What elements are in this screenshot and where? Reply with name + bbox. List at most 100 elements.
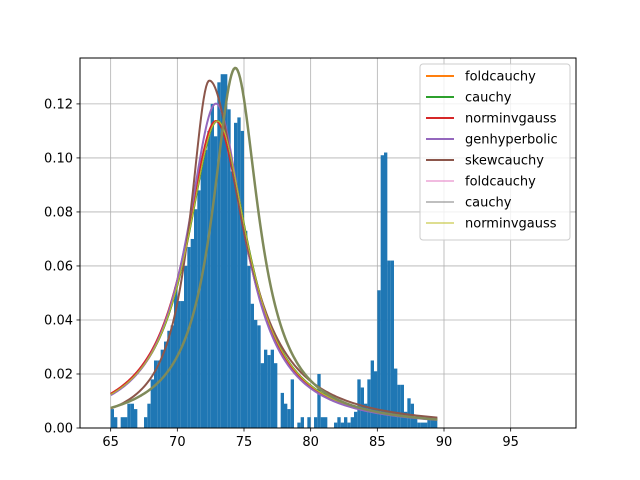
histogram-bar — [334, 422, 338, 428]
histogram-bar — [194, 209, 198, 428]
x-tick-label: 70 — [169, 435, 186, 450]
histogram-bar — [337, 417, 341, 428]
histogram-bar — [284, 403, 288, 428]
histogram-bar — [297, 422, 301, 428]
legend-label: skewcauchy — [465, 154, 544, 169]
histogram-bars — [110, 74, 438, 429]
histogram-bar — [187, 247, 191, 428]
histogram-bar — [254, 319, 258, 428]
histogram-bar — [374, 371, 378, 428]
histogram-bar — [350, 417, 354, 428]
histogram-bar — [384, 152, 388, 428]
x-tick-label: 75 — [236, 435, 253, 450]
histogram-bar — [404, 411, 408, 428]
histogram-bar — [114, 417, 118, 428]
histogram-bar — [257, 325, 261, 428]
x-axis-ticks: 65 70 75 80 85 90 95 — [102, 428, 519, 450]
fit-curves — [110, 66, 438, 421]
histogram-bar — [134, 409, 138, 428]
histogram-bar — [417, 422, 421, 428]
histogram-bar — [150, 379, 154, 428]
histogram-bar — [227, 109, 231, 428]
histogram-bar — [244, 230, 248, 428]
legend-label: norminvgauss — [465, 112, 557, 127]
histogram-bar — [290, 379, 294, 428]
histogram-bar — [370, 360, 374, 428]
histogram-bar — [124, 417, 128, 428]
x-tick-label: 90 — [436, 435, 453, 450]
histogram-bar — [387, 260, 391, 428]
histogram-bar — [167, 330, 171, 428]
histogram-bar — [224, 74, 228, 428]
histogram-bar — [164, 341, 168, 428]
histogram-bar — [210, 103, 214, 428]
histogram-bar — [364, 403, 368, 428]
histogram-bar — [157, 360, 161, 428]
histogram-bar — [320, 417, 324, 428]
histogram-bar — [250, 303, 254, 428]
histogram-bar — [397, 384, 401, 428]
histogram-bar — [324, 417, 328, 428]
histogram-bar — [314, 417, 318, 428]
legend-label: cauchy — [465, 196, 512, 211]
histogram-bar — [307, 417, 311, 428]
legend: foldcauchy cauchy norminvgauss genhyperboli… — [419, 63, 571, 241]
histogram-bar — [270, 349, 274, 428]
fit-curve — [110, 66, 438, 421]
histogram-bar — [394, 368, 398, 428]
histogram-bar — [344, 417, 348, 428]
x-tick-label: 85 — [369, 435, 386, 450]
histogram-bar — [180, 301, 184, 428]
histogram-bar — [170, 325, 174, 428]
histogram-bar — [144, 417, 148, 428]
histogram-bar — [240, 130, 244, 428]
histogram-bar — [120, 417, 124, 428]
histogram-bar — [390, 260, 394, 428]
histogram-bar — [190, 238, 194, 428]
histogram-bar — [380, 155, 384, 429]
y-axis-ticks: 0.00 0.02 0.04 0.06 0.08 0.10 0.12 — [44, 97, 80, 437]
legend-label: cauchy — [465, 91, 512, 106]
legend-label: norminvgauss — [465, 217, 557, 232]
histogram-bar — [207, 130, 211, 428]
y-tick-label: 0.00 — [44, 422, 73, 437]
histogram-bar — [280, 392, 284, 428]
histogram-bar — [414, 417, 418, 428]
histogram-bar — [184, 265, 188, 428]
histogram-bar — [317, 373, 321, 428]
axes-frame — [79, 57, 577, 429]
y-tick-label: 0.08 — [44, 205, 73, 220]
histogram-bar — [377, 290, 381, 428]
histogram-bar — [127, 403, 131, 428]
y-tick-label: 0.06 — [44, 259, 73, 274]
histogram-bar — [147, 403, 151, 428]
histogram-bar — [217, 82, 221, 428]
y-tick-label: 0.12 — [44, 97, 73, 112]
legend-label: foldcauchy — [465, 175, 536, 190]
histogram-bar — [267, 355, 271, 428]
histogram-bar — [430, 417, 434, 428]
histogram-bar — [300, 417, 304, 428]
histogram-bar — [220, 74, 224, 428]
histogram-bar — [400, 384, 404, 428]
histogram-bar — [230, 171, 234, 428]
fit-curve — [110, 79, 438, 419]
legend-box — [419, 63, 571, 241]
histogram-bar — [367, 379, 371, 428]
histogram-bar — [234, 122, 238, 429]
histogram-bar — [260, 363, 264, 428]
histogram-bar — [420, 422, 424, 428]
histogram-bar — [354, 411, 358, 428]
histogram-bar — [197, 190, 201, 428]
histogram-bar — [237, 117, 241, 428]
x-tick-label: 95 — [502, 435, 519, 450]
y-tick-label: 0.02 — [44, 367, 73, 382]
histogram-bar — [264, 349, 268, 428]
histogram-bar — [247, 265, 251, 428]
x-tick-label: 80 — [302, 435, 319, 450]
histogram-bar — [340, 422, 344, 428]
histogram-bar — [287, 409, 291, 428]
legend-label: foldcauchy — [465, 70, 536, 85]
histogram-bar — [407, 398, 411, 428]
